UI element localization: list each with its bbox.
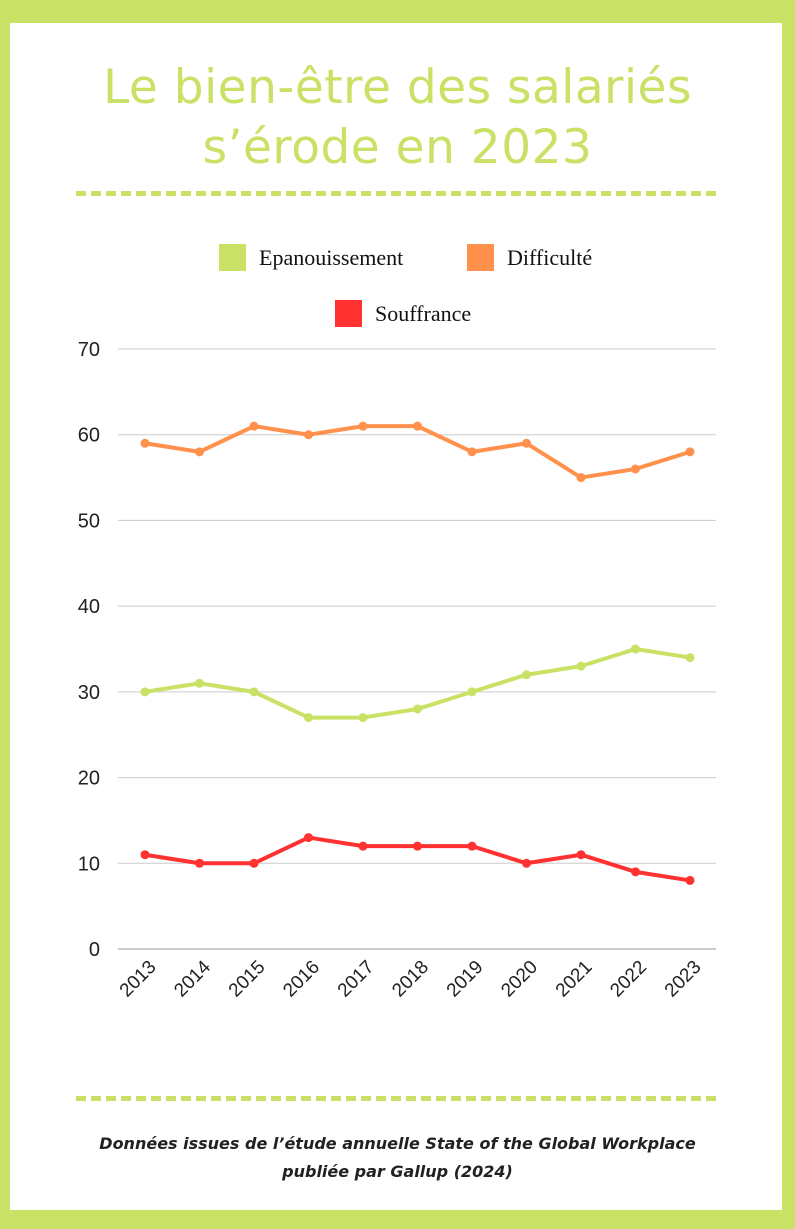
y-tick-label: 10 bbox=[78, 853, 100, 875]
data-point bbox=[522, 670, 531, 680]
x-tick-label: 2020 bbox=[497, 957, 542, 1002]
source-line-1: Données issues de l’étude annuelle State… bbox=[99, 1134, 696, 1153]
data-point bbox=[140, 687, 150, 697]
data-point bbox=[358, 713, 368, 723]
data-point bbox=[522, 858, 531, 868]
legend-swatch bbox=[335, 300, 362, 327]
data-point bbox=[249, 421, 259, 431]
title-line-2: s’érode en 2023 bbox=[202, 120, 593, 175]
y-tick-label: 60 bbox=[78, 425, 100, 447]
data-point bbox=[304, 430, 313, 440]
data-point bbox=[576, 661, 586, 671]
data-point bbox=[140, 850, 150, 860]
data-point bbox=[467, 841, 477, 851]
page-title: Le bien-être des salariés s’érode en 202… bbox=[0, 58, 795, 178]
source-line-2: publiée par Gallup (2024) bbox=[282, 1162, 513, 1181]
data-point bbox=[631, 644, 640, 654]
data-point bbox=[685, 875, 695, 885]
x-tick-label: 2016 bbox=[279, 957, 324, 1002]
data-point bbox=[249, 858, 259, 868]
x-tick-label: 2014 bbox=[170, 956, 215, 1001]
x-tick-label: 2013 bbox=[116, 957, 161, 1002]
card bbox=[10, 23, 782, 1210]
data-point bbox=[304, 833, 313, 843]
data-point bbox=[249, 687, 259, 697]
y-tick-label: 0 bbox=[89, 939, 100, 961]
data-point bbox=[413, 704, 422, 714]
x-tick-label: 2018 bbox=[388, 957, 433, 1002]
divider-top bbox=[76, 191, 716, 196]
title-line-1: Le bien-être des salariés bbox=[103, 60, 692, 115]
data-point bbox=[358, 421, 368, 431]
data-point bbox=[685, 447, 695, 457]
x-tick-label: 2019 bbox=[443, 957, 488, 1002]
x-tick-label: 2022 bbox=[606, 957, 651, 1002]
data-point bbox=[304, 713, 313, 723]
data-point bbox=[522, 438, 531, 448]
data-point bbox=[413, 841, 422, 851]
data-point bbox=[195, 678, 204, 688]
legend-label: Difficulté bbox=[507, 244, 593, 270]
legend-souffrance: Souffrance bbox=[335, 300, 471, 327]
legend-label: Epanouissement bbox=[259, 244, 404, 270]
data-point bbox=[631, 464, 640, 474]
data-point bbox=[576, 850, 586, 860]
y-tick-label: 20 bbox=[78, 768, 100, 790]
y-tick-label: 30 bbox=[78, 682, 100, 704]
x-tick-label: 2015 bbox=[225, 957, 270, 1002]
y-tick-label: 70 bbox=[78, 339, 100, 361]
legend-epanouissement: Epanouissement bbox=[219, 244, 403, 271]
series-line-difficulté bbox=[144, 424, 691, 480]
legend-label: Souffrance bbox=[375, 300, 472, 326]
data-point bbox=[467, 447, 477, 457]
y-tick-label: 40 bbox=[78, 596, 100, 618]
legend-swatch bbox=[219, 244, 246, 271]
legend-swatch bbox=[467, 244, 494, 271]
data-point bbox=[195, 447, 204, 457]
data-point bbox=[195, 858, 204, 868]
data-point bbox=[685, 653, 695, 663]
data-point bbox=[631, 867, 640, 877]
x-tick-label: 2021 bbox=[552, 957, 597, 1002]
data-point bbox=[576, 473, 586, 483]
data-point bbox=[140, 438, 150, 448]
data-point bbox=[358, 841, 368, 851]
divider-bottom bbox=[76, 1096, 716, 1101]
source-note: Données issues de l’étude annuelle State… bbox=[0, 1130, 795, 1186]
x-tick-label: 2023 bbox=[661, 957, 706, 1002]
y-tick-label: 50 bbox=[78, 510, 100, 532]
data-point bbox=[467, 687, 477, 697]
x-tick-label: 2017 bbox=[334, 957, 379, 1002]
data-point bbox=[413, 421, 422, 431]
legend-difficulte: Difficulté bbox=[467, 244, 592, 271]
